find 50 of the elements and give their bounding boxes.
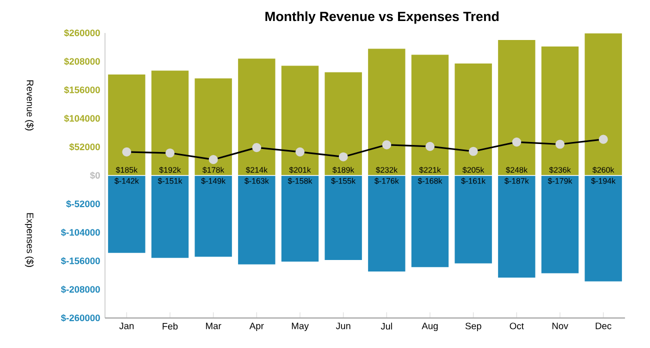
data-label: $232k (376, 166, 398, 174)
y-tick-label: $208000 (64, 58, 100, 66)
x-tick-label: Aug (422, 322, 438, 332)
data-label: $260k (592, 166, 614, 174)
data-label: $-155k (331, 178, 356, 184)
x-tick-label: Oct (510, 322, 524, 330)
data-label: $-179k (548, 178, 572, 184)
y-tick-label: $-104000 (60, 228, 100, 236)
x-tick-label: Jun (336, 322, 350, 330)
x-tick-label: Jan (119, 322, 134, 330)
x-tick-label: Sep (465, 322, 482, 332)
data-label: $-168k (418, 178, 442, 184)
x-tick-label: Apr (249, 322, 264, 332)
data-label: $-151k (158, 178, 182, 184)
y-tick-label: $-156000 (60, 257, 100, 265)
data-label: $-194k (591, 178, 616, 184)
text: Expenses ($) (24, 213, 34, 267)
data-label: $-187k (504, 178, 529, 184)
x-tick-label: Feb (162, 322, 178, 330)
x-tick-label: Mar (206, 322, 222, 330)
chart-title: Monthly Revenue vs Expenses Trend (265, 11, 499, 24)
y-tick-label: $-52000 (66, 200, 100, 208)
y-tick-label: $-208000 (60, 286, 100, 294)
data-label: $201k (289, 166, 311, 174)
data-label: $236k (549, 166, 571, 174)
y-tick-label: $0 (90, 172, 100, 180)
x-tick-label: Dec (596, 322, 612, 330)
y-axis-title: Revenue ($) (24, 80, 34, 130)
data-label: $-176k (374, 178, 399, 184)
data-label: $-149k (201, 178, 226, 184)
data-label: $185k (116, 166, 138, 174)
data-label: $189k (332, 166, 354, 174)
data-label: $221k (419, 166, 441, 174)
y-tick-label: $104000 (64, 114, 100, 122)
x-tick-label: Nov (552, 322, 568, 330)
data-label: $205k (462, 166, 484, 174)
data-label: $-161k (461, 178, 486, 184)
x-tick-label: May (292, 322, 309, 332)
y-tick-label: $52000 (69, 143, 100, 151)
data-label: $178k (202, 166, 224, 174)
y-tick-label: $-260000 (60, 314, 100, 322)
data-label: $-158k (288, 178, 312, 184)
data-label: $214k (246, 166, 268, 174)
y-tick-label: $260000 (64, 29, 100, 37)
data-label: $-163k (244, 178, 269, 184)
data-label: $192k (159, 166, 181, 174)
data-label: $-142k (114, 178, 139, 184)
data-label: $248k (506, 166, 528, 174)
y-tick-label: $156000 (64, 86, 100, 94)
x-tick-label: Jul (380, 322, 392, 330)
